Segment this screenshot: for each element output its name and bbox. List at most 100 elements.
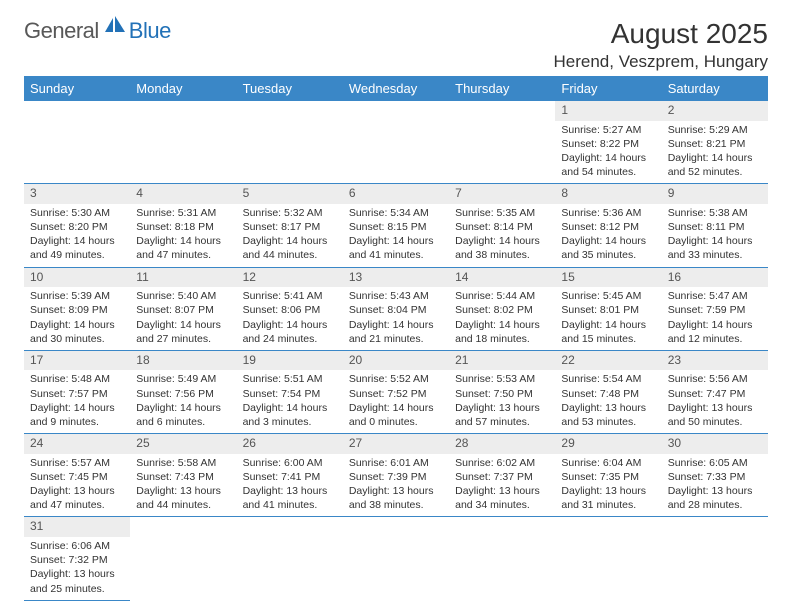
calendar-cell: 1Sunrise: 5:27 AMSunset: 8:22 PMDaylight…	[555, 101, 661, 184]
calendar-cell: 27Sunrise: 6:01 AMSunset: 7:39 PMDayligh…	[343, 434, 449, 517]
calendar-cell	[343, 101, 449, 184]
calendar-cell: 19Sunrise: 5:51 AMSunset: 7:54 PMDayligh…	[237, 350, 343, 433]
location: Herend, Veszprem, Hungary	[554, 52, 769, 72]
day-details: Sunrise: 5:29 AMSunset: 8:21 PMDaylight:…	[662, 121, 768, 184]
day-details: Sunrise: 5:31 AMSunset: 8:18 PMDaylight:…	[130, 204, 236, 267]
day-number: 16	[662, 268, 768, 288]
calendar-cell	[343, 517, 449, 600]
day-details: Sunrise: 6:04 AMSunset: 7:35 PMDaylight:…	[555, 454, 661, 517]
day-header: Sunday	[24, 76, 130, 101]
day-details: Sunrise: 5:53 AMSunset: 7:50 PMDaylight:…	[449, 370, 555, 433]
calendar-cell: 26Sunrise: 6:00 AMSunset: 7:41 PMDayligh…	[237, 434, 343, 517]
calendar-body: 1Sunrise: 5:27 AMSunset: 8:22 PMDaylight…	[24, 101, 768, 600]
day-number: 7	[449, 184, 555, 204]
day-number: 2	[662, 101, 768, 121]
logo: General Blue	[24, 18, 171, 44]
day-number: 24	[24, 434, 130, 454]
day-number: 1	[555, 101, 661, 121]
day-details: Sunrise: 6:06 AMSunset: 7:32 PMDaylight:…	[24, 537, 130, 600]
calendar-cell: 29Sunrise: 6:04 AMSunset: 7:35 PMDayligh…	[555, 434, 661, 517]
day-number: 4	[130, 184, 236, 204]
day-details: Sunrise: 5:36 AMSunset: 8:12 PMDaylight:…	[555, 204, 661, 267]
day-number: 21	[449, 351, 555, 371]
day-number: 31	[24, 517, 130, 537]
calendar-cell: 28Sunrise: 6:02 AMSunset: 7:37 PMDayligh…	[449, 434, 555, 517]
day-details: Sunrise: 6:00 AMSunset: 7:41 PMDaylight:…	[237, 454, 343, 517]
calendar-cell	[449, 101, 555, 184]
day-header: Friday	[555, 76, 661, 101]
day-details: Sunrise: 5:51 AMSunset: 7:54 PMDaylight:…	[237, 370, 343, 433]
calendar-cell	[662, 517, 768, 600]
calendar-cell: 13Sunrise: 5:43 AMSunset: 8:04 PMDayligh…	[343, 267, 449, 350]
day-details: Sunrise: 5:41 AMSunset: 8:06 PMDaylight:…	[237, 287, 343, 350]
day-number: 23	[662, 351, 768, 371]
day-details: Sunrise: 5:54 AMSunset: 7:48 PMDaylight:…	[555, 370, 661, 433]
calendar-row: 3Sunrise: 5:30 AMSunset: 8:20 PMDaylight…	[24, 184, 768, 267]
calendar-cell: 15Sunrise: 5:45 AMSunset: 8:01 PMDayligh…	[555, 267, 661, 350]
calendar-cell: 10Sunrise: 5:39 AMSunset: 8:09 PMDayligh…	[24, 267, 130, 350]
day-details: Sunrise: 6:01 AMSunset: 7:39 PMDaylight:…	[343, 454, 449, 517]
day-number: 5	[237, 184, 343, 204]
day-details: Sunrise: 6:02 AMSunset: 7:37 PMDaylight:…	[449, 454, 555, 517]
calendar-cell	[130, 101, 236, 184]
calendar-cell	[449, 517, 555, 600]
calendar-cell: 30Sunrise: 6:05 AMSunset: 7:33 PMDayligh…	[662, 434, 768, 517]
day-details: Sunrise: 5:40 AMSunset: 8:07 PMDaylight:…	[130, 287, 236, 350]
logo-text-blue: Blue	[129, 18, 171, 44]
day-header-row: SundayMondayTuesdayWednesdayThursdayFrid…	[24, 76, 768, 101]
calendar-cell: 14Sunrise: 5:44 AMSunset: 8:02 PMDayligh…	[449, 267, 555, 350]
day-number: 14	[449, 268, 555, 288]
day-number: 28	[449, 434, 555, 454]
day-number: 20	[343, 351, 449, 371]
day-number: 29	[555, 434, 661, 454]
calendar-row: 24Sunrise: 5:57 AMSunset: 7:45 PMDayligh…	[24, 434, 768, 517]
day-number: 15	[555, 268, 661, 288]
day-header: Thursday	[449, 76, 555, 101]
calendar-cell: 17Sunrise: 5:48 AMSunset: 7:57 PMDayligh…	[24, 350, 130, 433]
calendar-cell: 31Sunrise: 6:06 AMSunset: 7:32 PMDayligh…	[24, 517, 130, 600]
calendar-cell: 12Sunrise: 5:41 AMSunset: 8:06 PMDayligh…	[237, 267, 343, 350]
day-details: Sunrise: 5:34 AMSunset: 8:15 PMDaylight:…	[343, 204, 449, 267]
calendar-cell: 16Sunrise: 5:47 AMSunset: 7:59 PMDayligh…	[662, 267, 768, 350]
title-block: August 2025 Herend, Veszprem, Hungary	[554, 18, 769, 72]
day-number: 19	[237, 351, 343, 371]
day-details: Sunrise: 5:52 AMSunset: 7:52 PMDaylight:…	[343, 370, 449, 433]
day-header: Monday	[130, 76, 236, 101]
day-number: 10	[24, 268, 130, 288]
calendar-table: SundayMondayTuesdayWednesdayThursdayFrid…	[24, 76, 768, 601]
day-details: Sunrise: 5:43 AMSunset: 8:04 PMDaylight:…	[343, 287, 449, 350]
calendar-cell	[130, 517, 236, 600]
calendar-cell: 4Sunrise: 5:31 AMSunset: 8:18 PMDaylight…	[130, 184, 236, 267]
calendar-cell: 6Sunrise: 5:34 AMSunset: 8:15 PMDaylight…	[343, 184, 449, 267]
day-number: 26	[237, 434, 343, 454]
day-details: Sunrise: 5:49 AMSunset: 7:56 PMDaylight:…	[130, 370, 236, 433]
day-number: 18	[130, 351, 236, 371]
day-header: Wednesday	[343, 76, 449, 101]
day-number: 13	[343, 268, 449, 288]
header: General Blue August 2025 Herend, Veszpre…	[24, 18, 768, 72]
day-details: Sunrise: 5:56 AMSunset: 7:47 PMDaylight:…	[662, 370, 768, 433]
day-details: Sunrise: 5:57 AMSunset: 7:45 PMDaylight:…	[24, 454, 130, 517]
day-details: Sunrise: 5:47 AMSunset: 7:59 PMDaylight:…	[662, 287, 768, 350]
day-header: Tuesday	[237, 76, 343, 101]
day-number: 30	[662, 434, 768, 454]
day-details: Sunrise: 5:30 AMSunset: 8:20 PMDaylight:…	[24, 204, 130, 267]
calendar-cell: 20Sunrise: 5:52 AMSunset: 7:52 PMDayligh…	[343, 350, 449, 433]
calendar-cell: 9Sunrise: 5:38 AMSunset: 8:11 PMDaylight…	[662, 184, 768, 267]
day-number: 17	[24, 351, 130, 371]
day-number: 8	[555, 184, 661, 204]
day-header: Saturday	[662, 76, 768, 101]
logo-text-general: General	[24, 18, 99, 44]
day-details: Sunrise: 5:32 AMSunset: 8:17 PMDaylight:…	[237, 204, 343, 267]
day-details: Sunrise: 5:48 AMSunset: 7:57 PMDaylight:…	[24, 370, 130, 433]
day-details: Sunrise: 5:44 AMSunset: 8:02 PMDaylight:…	[449, 287, 555, 350]
calendar-cell: 2Sunrise: 5:29 AMSunset: 8:21 PMDaylight…	[662, 101, 768, 184]
day-number: 11	[130, 268, 236, 288]
calendar-cell: 22Sunrise: 5:54 AMSunset: 7:48 PMDayligh…	[555, 350, 661, 433]
calendar-cell: 24Sunrise: 5:57 AMSunset: 7:45 PMDayligh…	[24, 434, 130, 517]
calendar-cell: 11Sunrise: 5:40 AMSunset: 8:07 PMDayligh…	[130, 267, 236, 350]
day-details: Sunrise: 5:45 AMSunset: 8:01 PMDaylight:…	[555, 287, 661, 350]
day-number: 9	[662, 184, 768, 204]
day-number: 27	[343, 434, 449, 454]
calendar-cell	[555, 517, 661, 600]
